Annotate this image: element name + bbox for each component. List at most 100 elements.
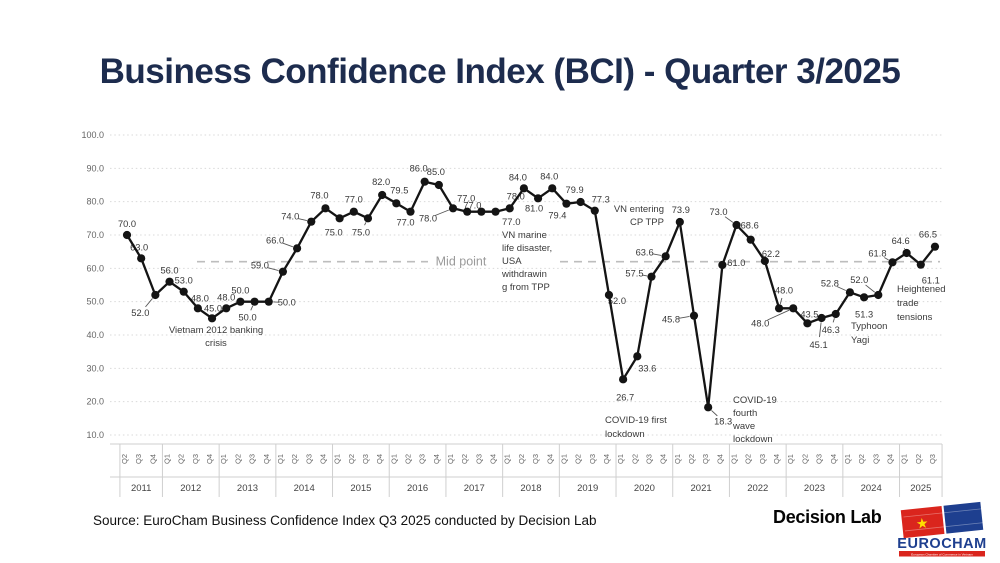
eurocham-tagline: European Chamber of Commerce in Vietnam: [911, 552, 973, 556]
label-leader: [145, 298, 153, 308]
data-point-label: 68.6: [741, 221, 759, 231]
x-quarter-label: Q1: [503, 454, 512, 464]
x-quarter-label: Q1: [673, 454, 682, 464]
label-leader: [724, 216, 734, 223]
data-point-label: 48.0: [191, 293, 209, 303]
label-leader: [832, 318, 835, 323]
data-point: [278, 267, 288, 276]
annotation-marine-tpp: withdrawin: [501, 269, 547, 280]
data-point: [604, 290, 614, 300]
midpoint-label: Mid point: [436, 255, 487, 269]
data-point: [803, 319, 812, 328]
x-quarter-label: Q4: [318, 454, 327, 464]
data-point: [732, 220, 741, 230]
x-quarter-label: Q2: [630, 454, 639, 464]
data-point: [590, 206, 599, 215]
x-quarter-label: Q2: [744, 454, 753, 464]
label-leader: [297, 218, 308, 222]
label-leader: [267, 267, 279, 271]
data-point: [675, 217, 684, 227]
data-point: [420, 177, 429, 186]
annotation-covid-fourth-wave: lockdown: [733, 434, 773, 445]
annotation-vn-entering-cptpp: CP TPP: [630, 217, 664, 228]
x-quarter-label: Q4: [262, 454, 271, 464]
data-point: [689, 311, 699, 320]
x-quarter-label: Q2: [347, 454, 356, 464]
annotation-covid-fourth-wave: fourth: [733, 408, 757, 419]
label-leader: [282, 242, 294, 248]
year-label: 2013: [237, 483, 258, 494]
x-quarter-label: Q4: [148, 454, 157, 464]
data-point-label: 77.0: [345, 195, 363, 205]
label-leader: [819, 322, 822, 338]
data-point-label: 84.0: [509, 172, 527, 182]
data-point: [137, 254, 146, 263]
x-quarter-label: Q2: [517, 454, 526, 464]
data-point: [505, 204, 514, 213]
x-quarter-label: Q1: [559, 454, 568, 464]
data-point-label: 45.8: [662, 315, 680, 325]
eurocham-wordmark: EUROCHAM: [897, 536, 986, 552]
data-point-label: 48.0: [751, 318, 769, 328]
data-point: [335, 214, 344, 223]
data-point: [448, 204, 458, 213]
data-point: [463, 207, 472, 216]
data-point: [307, 217, 316, 226]
data-point-label: 61.0: [727, 258, 745, 268]
x-quarter-label: Q4: [545, 454, 554, 464]
data-point: [151, 290, 160, 300]
data-point-label: 56.0: [160, 266, 178, 276]
year-label: 2018: [520, 483, 541, 494]
data-point: [774, 304, 784, 313]
annotation-marine-tpp: life disaster,: [502, 243, 552, 254]
label-leader: [767, 309, 790, 321]
data-point-label: 52.8: [821, 278, 839, 288]
data-point-label: 48.0: [217, 292, 235, 302]
data-point-label: 64.6: [892, 236, 910, 246]
year-label: 2017: [464, 483, 485, 494]
x-quarter-label: Q3: [871, 454, 880, 464]
annotation-vn-entering-cptpp: VN entering: [614, 204, 664, 215]
data-point-label: 79.9: [566, 185, 584, 195]
x-quarter-label: Q4: [602, 454, 611, 464]
data-point: [378, 190, 387, 200]
year-label: 2019: [577, 483, 598, 494]
x-quarter-label: Q2: [290, 454, 299, 464]
x-quarter-label: Q3: [815, 454, 824, 464]
data-point-label: 45.1: [810, 340, 828, 350]
annotation-typhoon-yagi: Yagi: [851, 335, 869, 346]
data-point: [633, 352, 642, 361]
data-point-label: 48.0: [775, 285, 793, 295]
label-leader: [652, 253, 662, 256]
annotation-covid-fourth-wave: COVID-19: [733, 395, 777, 406]
bci-line: [126, 180, 936, 409]
data-point: [533, 194, 543, 203]
x-quarter-label: Q1: [446, 454, 455, 464]
data-point: [491, 207, 500, 216]
data-point-label: 33.6: [638, 363, 656, 373]
data-point: [831, 309, 840, 319]
data-point: [264, 297, 273, 306]
x-quarter-label: Q1: [616, 454, 625, 464]
data-point: [392, 199, 401, 208]
data-point-label: 77.0: [457, 194, 475, 204]
x-quarter-label: Q2: [120, 454, 129, 464]
data-point: [789, 304, 798, 313]
data-point-label: 46.3: [822, 325, 840, 335]
data-point: [548, 184, 557, 193]
x-quarter-label: Q4: [715, 454, 724, 464]
x-quarter-label: Q4: [375, 454, 384, 464]
data-point-label: 81.0: [525, 203, 543, 213]
year-label: 2015: [350, 483, 371, 494]
data-point: [845, 288, 855, 297]
data-point-label: 50.0: [239, 313, 257, 323]
data-point: [562, 199, 571, 208]
data-point-label: 66.0: [266, 235, 284, 245]
data-point-label: 43.5: [800, 309, 818, 319]
year-label: 2021: [691, 483, 712, 494]
x-quarter-label: Q3: [758, 454, 767, 464]
data-point-label: 79.4: [548, 211, 566, 221]
data-point-label: 57.5: [625, 269, 643, 279]
year-label: 2011: [131, 483, 151, 494]
annotation-trade-tensions: tensions: [897, 312, 933, 323]
